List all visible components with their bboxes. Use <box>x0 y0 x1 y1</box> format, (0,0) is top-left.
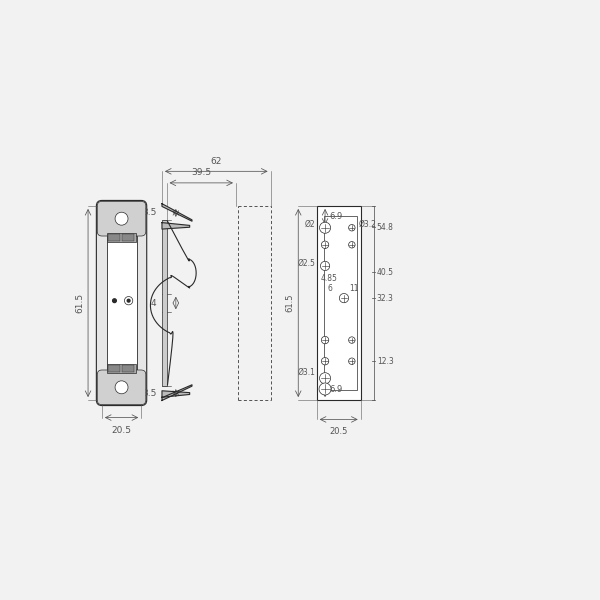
FancyBboxPatch shape <box>97 370 146 404</box>
Text: 61.5: 61.5 <box>286 294 295 312</box>
Circle shape <box>322 241 329 248</box>
Polygon shape <box>162 391 190 397</box>
Circle shape <box>113 299 116 302</box>
Circle shape <box>349 242 355 248</box>
Circle shape <box>124 296 133 305</box>
Text: 20.5: 20.5 <box>112 426 131 435</box>
Text: 54.8: 54.8 <box>377 223 394 232</box>
Bar <box>107 364 136 373</box>
Bar <box>107 236 137 370</box>
Circle shape <box>349 337 355 343</box>
Circle shape <box>127 299 130 302</box>
Text: 3.5: 3.5 <box>142 208 157 217</box>
Circle shape <box>320 373 331 384</box>
Text: 39.5: 39.5 <box>191 169 211 178</box>
Text: 4.85: 4.85 <box>320 274 337 283</box>
Bar <box>122 365 134 372</box>
Text: 61.5: 61.5 <box>75 293 84 313</box>
Text: Ø2: Ø2 <box>305 220 316 229</box>
Text: 4: 4 <box>151 298 157 307</box>
FancyBboxPatch shape <box>97 200 147 406</box>
Bar <box>162 220 167 386</box>
Text: 3.5: 3.5 <box>142 389 157 398</box>
Circle shape <box>340 293 349 303</box>
Text: 6.9: 6.9 <box>329 212 343 221</box>
Polygon shape <box>162 223 190 229</box>
Circle shape <box>320 222 331 233</box>
Text: Ø2.5: Ø2.5 <box>298 259 316 268</box>
Polygon shape <box>162 385 192 400</box>
Bar <box>317 206 361 400</box>
Bar <box>122 234 134 241</box>
Circle shape <box>320 262 329 271</box>
Circle shape <box>349 358 355 364</box>
Text: Ø3.1: Ø3.1 <box>298 368 316 377</box>
Bar <box>108 365 120 372</box>
Text: 32.3: 32.3 <box>377 293 394 302</box>
Text: 6: 6 <box>327 284 332 293</box>
Polygon shape <box>162 203 192 221</box>
Circle shape <box>322 358 329 365</box>
Bar <box>324 216 357 390</box>
Circle shape <box>349 224 355 231</box>
Text: 62: 62 <box>211 157 222 166</box>
Text: 12.3: 12.3 <box>377 357 394 366</box>
Circle shape <box>115 212 128 225</box>
Text: 11: 11 <box>350 284 359 293</box>
Bar <box>107 233 136 242</box>
FancyBboxPatch shape <box>97 202 146 236</box>
Bar <box>108 234 120 241</box>
Text: 20.5: 20.5 <box>329 427 348 436</box>
Circle shape <box>319 383 331 395</box>
Text: Ø3.2: Ø3.2 <box>358 220 376 229</box>
Circle shape <box>115 381 128 394</box>
Text: 40.5: 40.5 <box>377 268 394 277</box>
Text: 6.9: 6.9 <box>329 385 343 394</box>
Circle shape <box>322 337 329 344</box>
